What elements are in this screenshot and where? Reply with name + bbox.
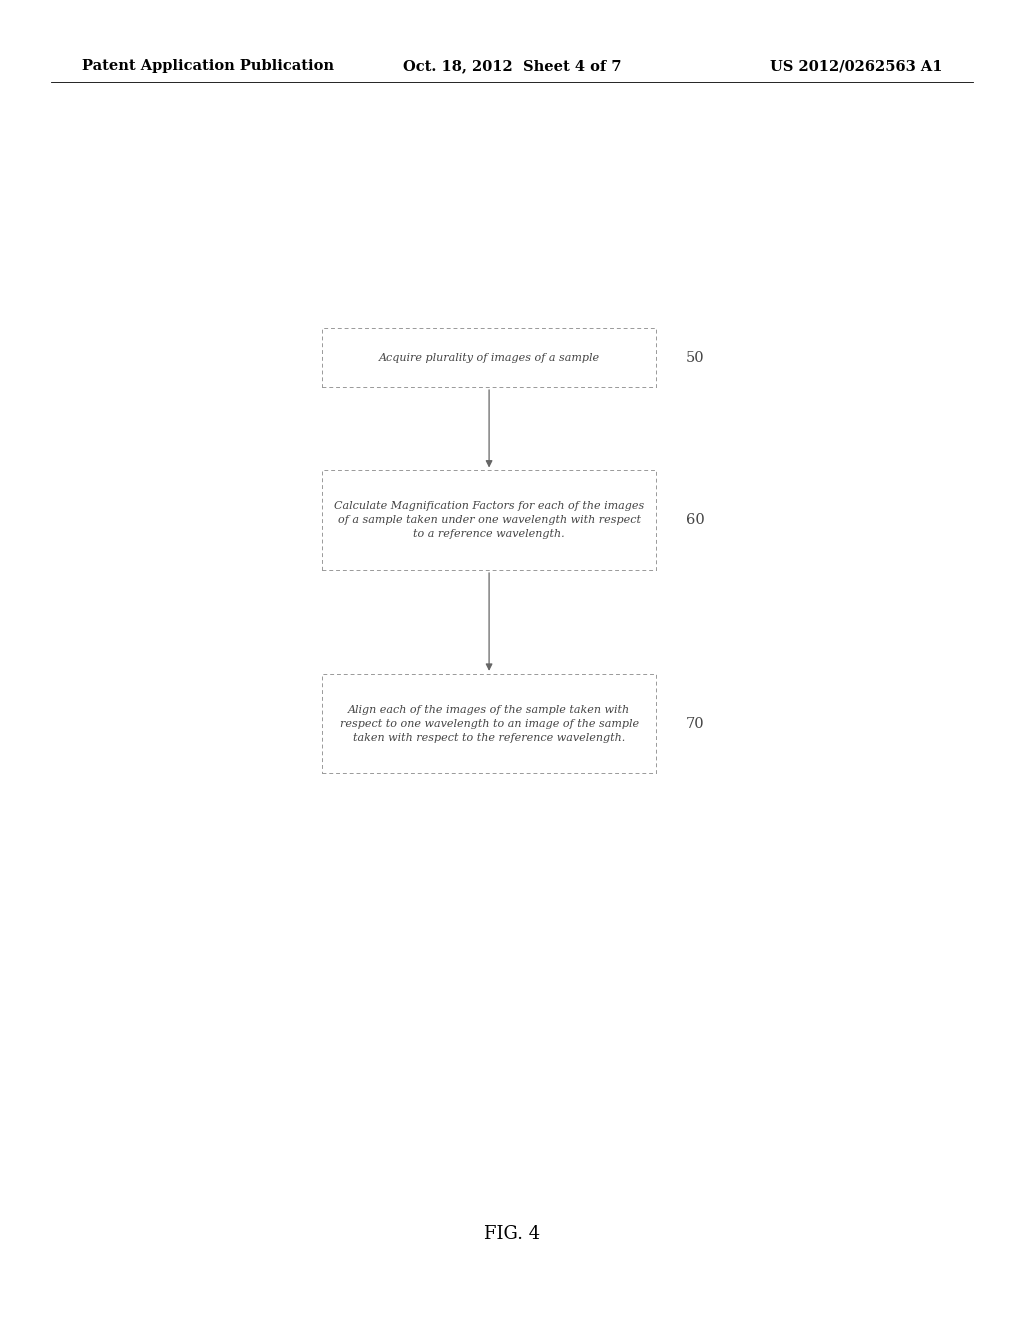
FancyBboxPatch shape bbox=[323, 470, 655, 570]
Text: 70: 70 bbox=[686, 717, 705, 730]
Text: Patent Application Publication: Patent Application Publication bbox=[82, 59, 334, 73]
Text: Align each of the images of the sample taken with
respect to one wavelength to a: Align each of the images of the sample t… bbox=[340, 705, 639, 743]
Text: Acquire plurality of images of a sample: Acquire plurality of images of a sample bbox=[379, 352, 600, 363]
Text: FIG. 4: FIG. 4 bbox=[484, 1225, 540, 1243]
FancyBboxPatch shape bbox=[323, 329, 655, 387]
Text: US 2012/0262563 A1: US 2012/0262563 A1 bbox=[770, 59, 942, 73]
Text: Calculate Magnification Factors for each of the images
of a sample taken under o: Calculate Magnification Factors for each… bbox=[334, 502, 644, 540]
Text: 50: 50 bbox=[686, 351, 705, 364]
FancyBboxPatch shape bbox=[323, 673, 655, 774]
Text: 60: 60 bbox=[686, 513, 705, 527]
Text: Oct. 18, 2012  Sheet 4 of 7: Oct. 18, 2012 Sheet 4 of 7 bbox=[402, 59, 622, 73]
